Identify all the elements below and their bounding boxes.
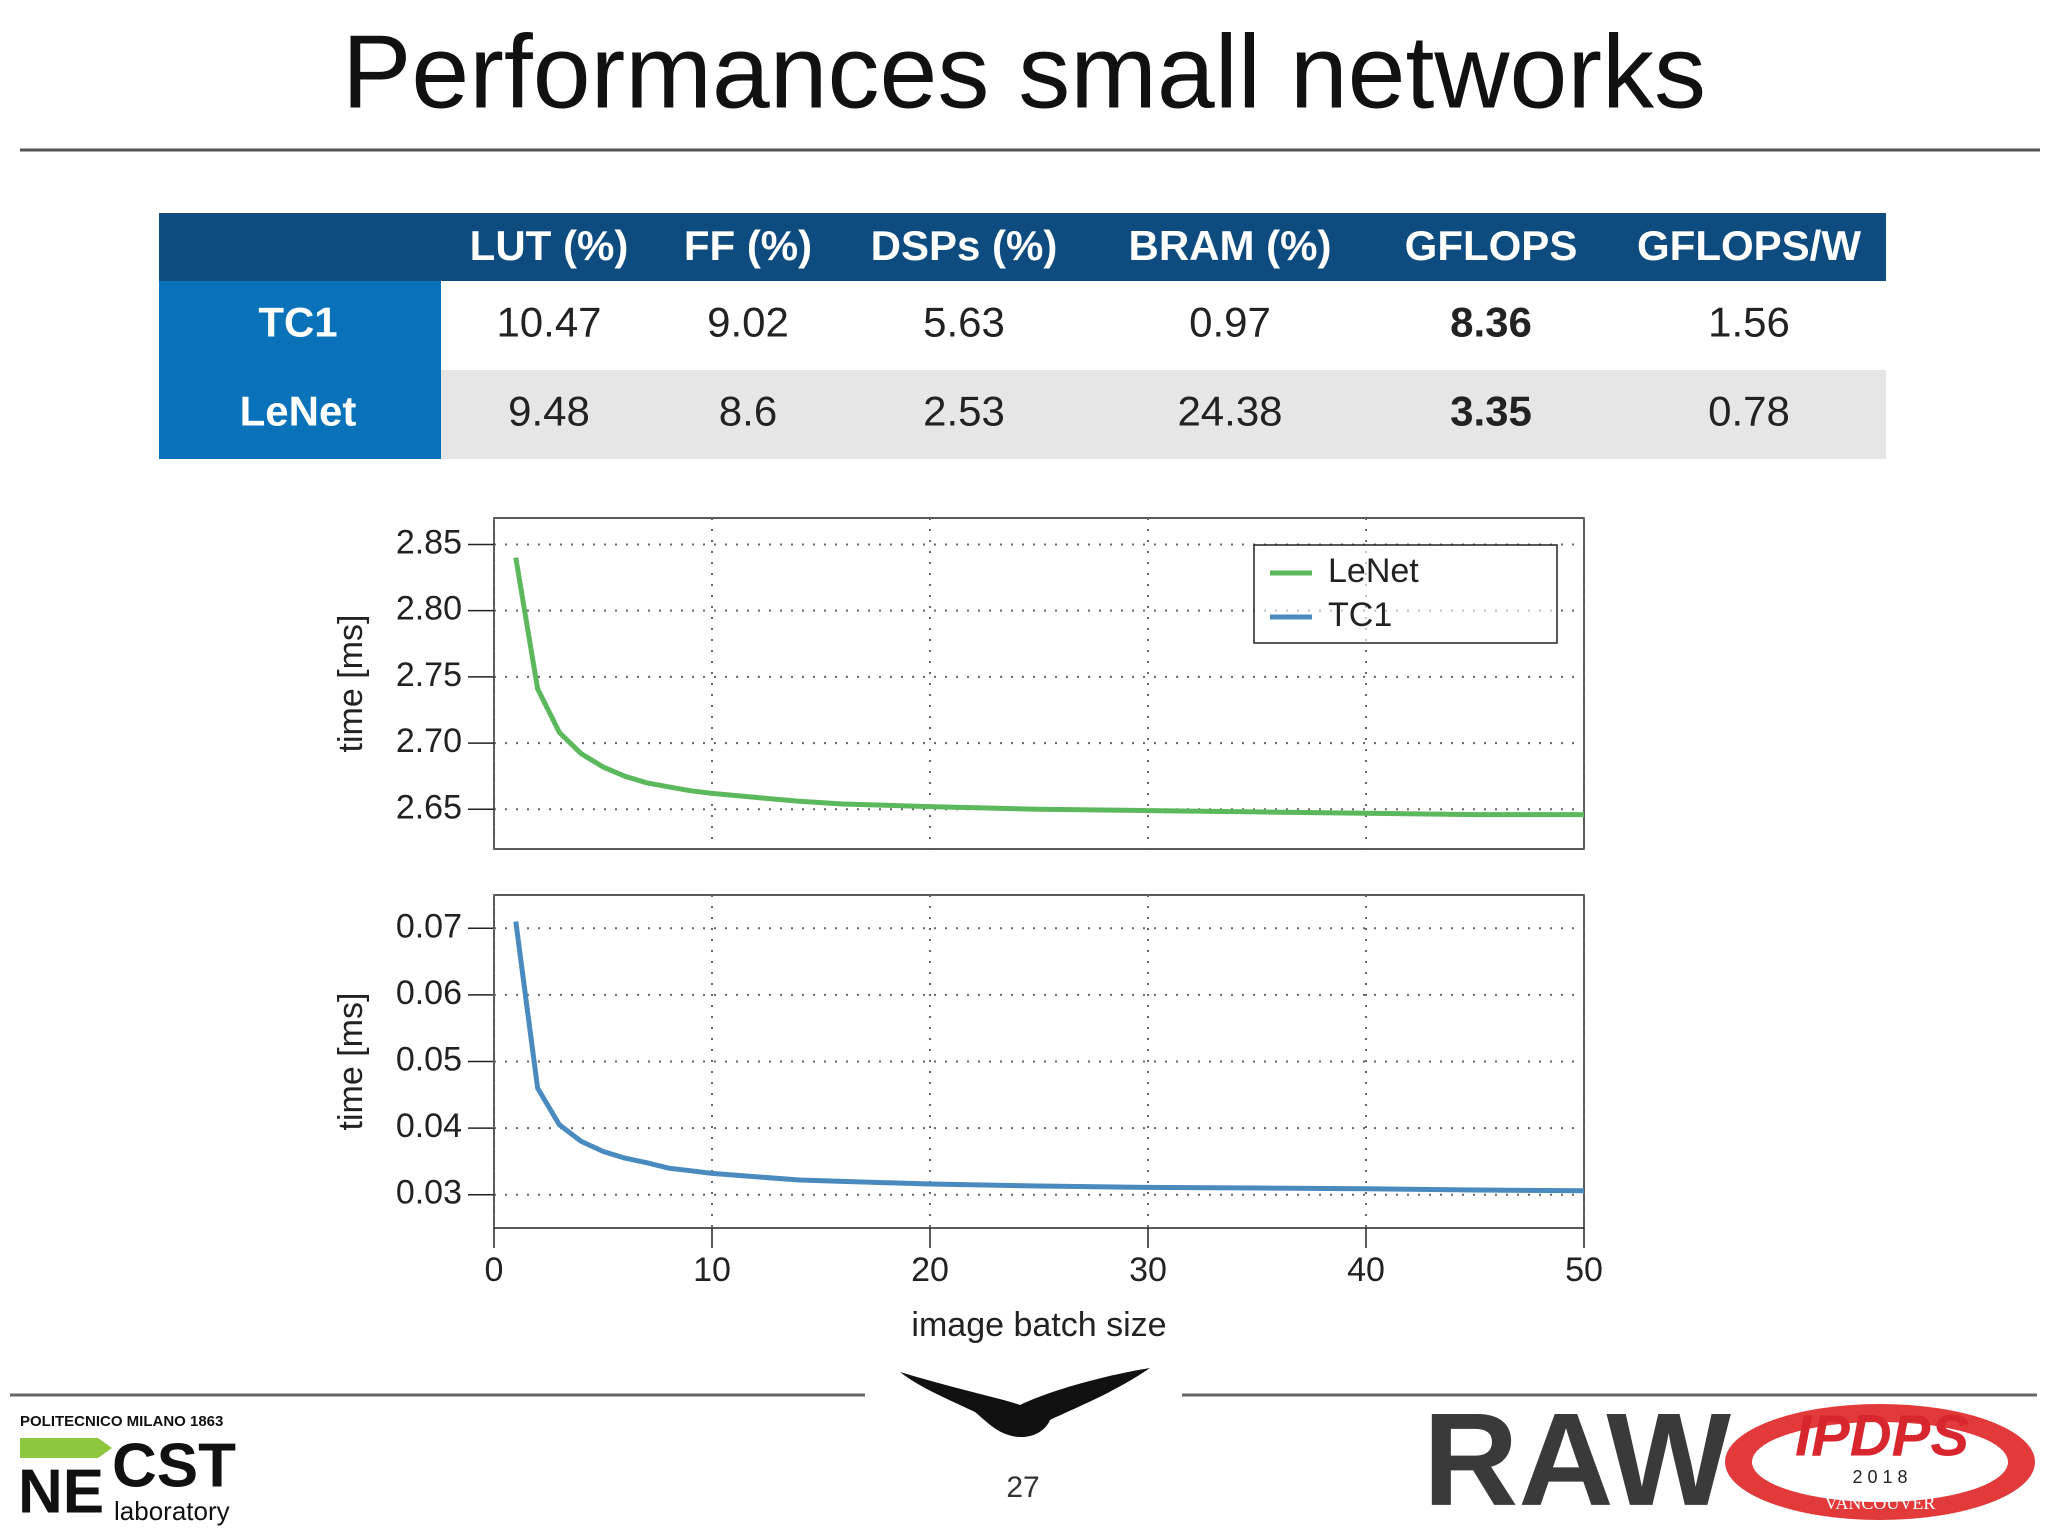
bird-logo: [900, 1368, 1150, 1438]
row-label: TC1: [258, 299, 337, 346]
necst-ne: NE: [18, 1457, 104, 1526]
column-header: LUT (%): [470, 222, 629, 269]
cell: 8.6: [719, 388, 777, 435]
y-tick-label: 0.07: [396, 907, 462, 945]
y-tick-label: 0.06: [396, 974, 462, 1012]
ipdps-logo: IPDPS: [1795, 1403, 1969, 1468]
raw-logo: RAW: [1423, 1386, 1731, 1533]
x-axis-label: image batch size: [911, 1306, 1166, 1344]
row-label-bg: [159, 281, 441, 370]
legend-label: TC1: [1328, 596, 1392, 634]
x-tick-label: 50: [1565, 1251, 1603, 1289]
row-bg: [441, 370, 1886, 459]
y-tick-label: 2.75: [396, 656, 462, 694]
page-number: 27: [1006, 1471, 1039, 1504]
cell: 8.36: [1450, 299, 1532, 346]
cell: 1.56: [1708, 299, 1790, 346]
slide-title: Performances small networks: [342, 14, 1706, 130]
y-tick-label: 2.80: [396, 590, 462, 628]
necst-arrow: [20, 1438, 112, 1458]
line-series: [513, 921, 1585, 1194]
cell: 0.97: [1189, 299, 1271, 346]
x-tick-label: 0: [485, 1251, 504, 1289]
y-tick-label: 2.85: [396, 523, 462, 561]
column-header: BRAM (%): [1129, 222, 1332, 269]
plot-frame: [493, 894, 1585, 1229]
necst-sub: laboratory: [114, 1496, 230, 1526]
x-tick-label: 30: [1129, 1251, 1167, 1289]
y-tick-label: 0.03: [396, 1174, 462, 1212]
cell: 9.48: [508, 388, 590, 435]
row-bg: [441, 281, 1886, 370]
column-header: GFLOPS: [1405, 222, 1578, 269]
cell: 24.38: [1177, 388, 1282, 435]
y-tick-label: 2.70: [396, 722, 462, 760]
necst-cst: CST: [112, 1431, 236, 1500]
ipdps-year: 2 0 1 8: [1852, 1467, 1907, 1487]
legend-box: [1253, 544, 1558, 644]
column-header: GFLOPS/W: [1637, 222, 1861, 269]
cell: 3.35: [1450, 388, 1532, 435]
column-header: DSPs (%): [871, 222, 1058, 269]
y-axis-label: time [ms]: [332, 615, 370, 753]
ipdps-inner: [1752, 1422, 2008, 1502]
legend-label: LeNet: [1328, 552, 1419, 590]
table: LUT (%) FF (%) DSPs (%) BRAM (%) GFLOPS GFLOP…: [159, 213, 1886, 459]
row-label: LeNet: [240, 388, 357, 435]
cell: 5.63: [923, 299, 1005, 346]
y-axis-label: time [ms]: [332, 993, 370, 1131]
institution: POLITECNICO MILANO 1863: [20, 1413, 223, 1430]
cell: 9.02: [707, 299, 789, 346]
y-tick-label: 2.65: [396, 788, 462, 826]
header-row: [159, 213, 1886, 281]
row-label-bg: [159, 370, 441, 459]
ipdps-city: VANCOUVER: [1825, 1493, 1936, 1513]
charts: 2.65 2.70 2.75 2.80 2.85 time [ms] LeNet TC1 0.0…: [332, 517, 1603, 1344]
x-tick-label: 10: [693, 1251, 731, 1289]
cell: 10.47: [496, 299, 601, 346]
y-tick-label: 0.04: [396, 1107, 462, 1145]
y-tick-label: 0.05: [396, 1040, 462, 1078]
cell: 0.78: [1708, 388, 1790, 435]
line-series: [513, 557, 1584, 818]
x-tick-label: 40: [1347, 1251, 1385, 1289]
column-header: FF (%): [684, 222, 812, 269]
x-tick-label: 20: [911, 1251, 949, 1289]
cell: 2.53: [923, 388, 1005, 435]
